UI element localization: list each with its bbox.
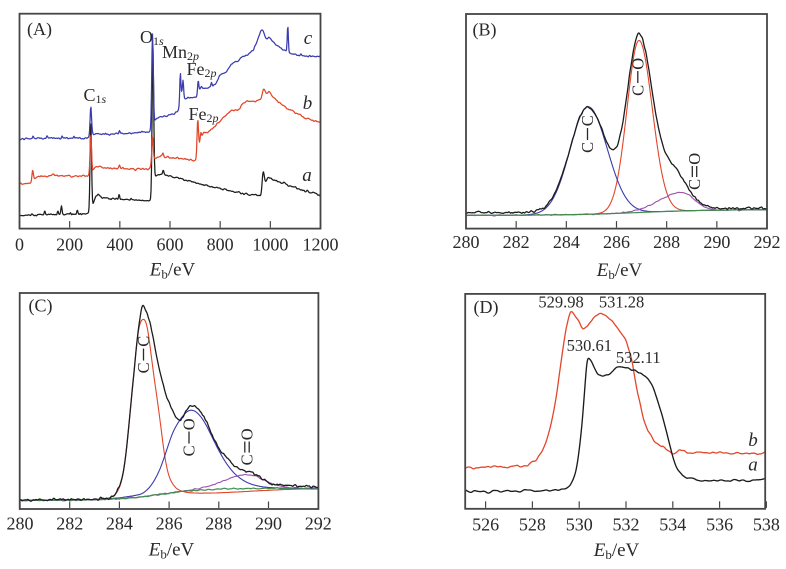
svg-text:C: C [578,142,597,153]
svg-text:536: 536 [706,515,733,535]
svg-text:(D): (D) [474,297,499,318]
svg-text:a: a [748,455,758,476]
svg-text:290: 290 [703,232,730,252]
svg-text:O: O [238,428,257,440]
svg-text:280: 280 [453,232,480,252]
svg-text:284: 284 [106,514,133,534]
svg-text:290: 290 [255,514,282,534]
svg-text:534: 534 [659,515,686,535]
svg-text:C: C [578,115,597,126]
svg-text:Eb/eV: Eb/eV [593,540,640,562]
svg-text:1000: 1000 [252,235,288,255]
svg-text:(B): (B) [473,20,497,41]
svg-text:a: a [302,165,312,186]
svg-text:1200: 1200 [303,235,339,255]
svg-text:0: 0 [15,235,24,255]
svg-text:600: 600 [157,235,184,255]
svg-text:288: 288 [653,232,680,252]
svg-text:b: b [303,93,313,114]
svg-text:C: C [685,179,704,190]
svg-text:Eb/eV: Eb/eV [149,260,196,282]
svg-text:c: c [304,28,313,49]
svg-text:529.98: 529.98 [538,293,583,312]
svg-text:C: C [180,445,199,456]
svg-text:C: C [238,454,257,465]
svg-text:400: 400 [106,235,133,255]
svg-text:288: 288 [205,514,232,534]
svg-text:280: 280 [7,514,34,534]
svg-text:C: C [134,362,153,373]
svg-text:C: C [628,85,647,96]
svg-text:532: 532 [613,515,640,535]
svg-text:532.11: 532.11 [616,348,661,367]
svg-text:(C): (C) [29,296,53,317]
svg-text:282: 282 [503,232,530,252]
svg-text:526: 526 [472,515,499,535]
svg-text:538: 538 [753,515,780,535]
svg-text:O: O [685,153,704,165]
svg-text:284: 284 [553,232,580,252]
svg-text:(A): (A) [27,19,52,40]
svg-text:O: O [628,58,647,70]
svg-text:286: 286 [603,232,630,252]
svg-text:282: 282 [56,514,83,534]
svg-text:Eb/eV: Eb/eV [596,260,643,282]
svg-text:292: 292 [754,232,781,252]
svg-text:530.61: 530.61 [567,336,612,355]
svg-text:531.28: 531.28 [599,293,644,312]
svg-text:b: b [748,430,758,451]
svg-text:292: 292 [305,514,332,534]
svg-text:C: C [134,336,153,347]
svg-text:800: 800 [207,235,234,255]
svg-text:286: 286 [156,514,183,534]
svg-text:528: 528 [519,515,546,535]
svg-text:530: 530 [566,515,593,535]
svg-text:O: O [180,418,199,430]
svg-text:200: 200 [56,235,83,255]
svg-text:Eb/eV: Eb/eV [148,540,195,562]
